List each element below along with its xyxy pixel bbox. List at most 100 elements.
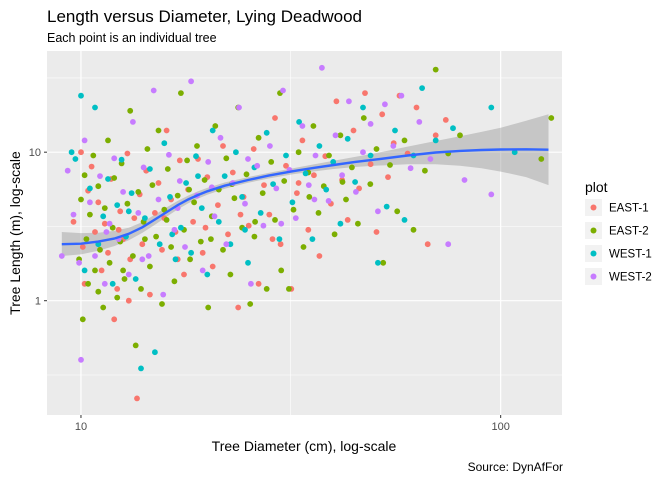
point-east-2: [349, 164, 355, 171]
point-east-1: [362, 90, 368, 96]
point-east-1: [413, 104, 420, 111]
y-tick-label: 10: [29, 147, 41, 159]
point-east-2: [132, 342, 139, 349]
point-east-2: [78, 196, 84, 203]
point-west-1: [105, 176, 111, 182]
point-east-1: [229, 169, 236, 176]
point-east-2: [315, 210, 322, 216]
point-west-1: [100, 213, 107, 220]
smooth-line-layer: [61, 148, 549, 246]
point-west-2: [280, 87, 286, 94]
point-east-1: [78, 149, 84, 156]
point-east-1: [155, 180, 162, 186]
point-west-1: [227, 241, 234, 248]
point-west-1: [392, 127, 398, 134]
point-west-2: [311, 196, 318, 203]
point-east-2: [422, 167, 428, 174]
legend-key-swatch: [590, 204, 597, 211]
point-east-1: [255, 280, 262, 287]
confidence-ribbon: [61, 114, 549, 256]
point-east-2: [191, 199, 198, 206]
point-east-1: [111, 316, 118, 323]
point-west-1: [352, 179, 358, 185]
caption: Source: DynAfFor: [468, 460, 563, 474]
point-west-1: [152, 349, 158, 356]
point-east-2: [387, 162, 393, 168]
point-west-2: [130, 119, 136, 125]
point-east-1: [125, 297, 132, 304]
point-west-1: [360, 104, 366, 111]
point-west-2: [382, 101, 388, 108]
point-east-2: [300, 244, 307, 250]
legend-label: WEST-2: [609, 272, 652, 284]
point-west-2: [87, 199, 93, 206]
point-west-2: [111, 155, 118, 162]
point-east-1: [163, 127, 170, 134]
point-east-2: [201, 177, 208, 183]
point-east-2: [331, 231, 338, 238]
point-west-2: [182, 244, 188, 250]
point-east-2: [194, 143, 200, 149]
point-west-2: [375, 208, 381, 215]
smooth-line: [61, 148, 549, 246]
point-east-2: [138, 286, 144, 292]
point-west-2: [292, 215, 299, 222]
point-west-2: [416, 119, 423, 125]
point-east-2: [135, 189, 142, 195]
point-east-1: [250, 146, 257, 152]
point-east-1: [295, 180, 302, 186]
point-east-1: [299, 137, 306, 144]
point-west-2: [155, 196, 162, 203]
point-west-1: [215, 218, 222, 225]
legend-key-swatch: [590, 250, 597, 257]
point-east-1: [147, 291, 153, 298]
point-east-1: [131, 215, 138, 222]
point-east-2: [155, 127, 162, 134]
point-west-2: [125, 271, 132, 278]
point-west-2: [273, 185, 280, 192]
point-east-2: [120, 267, 126, 274]
point-west-2: [248, 280, 254, 287]
point-east-1: [424, 241, 431, 248]
point-west-2: [76, 259, 82, 266]
point-west-1: [221, 173, 228, 180]
point-west-1: [511, 149, 518, 156]
point-east-2: [101, 205, 108, 212]
point-east-1: [70, 218, 77, 225]
point-east-2: [373, 146, 380, 152]
point-west-2: [427, 156, 434, 162]
point-east-1: [88, 163, 95, 170]
point-west-2: [278, 220, 285, 227]
point-west-2: [78, 356, 84, 363]
point-west-2: [64, 167, 71, 174]
point-west-2: [305, 182, 312, 189]
point-west-1: [156, 241, 163, 248]
point-east-1: [237, 211, 244, 218]
point-west-1: [193, 153, 199, 160]
point-east-2: [168, 244, 175, 250]
point-east-1: [95, 199, 102, 206]
point-east-2: [197, 238, 204, 245]
point-west-2: [390, 143, 397, 149]
point-west-2: [461, 177, 468, 183]
chart-title: Length versus Diameter, Lying Deadwood: [47, 7, 362, 26]
point-west-2: [145, 253, 152, 259]
y-tick-label: 1: [35, 296, 41, 308]
point-east-2: [127, 107, 134, 114]
point-east-1: [379, 111, 386, 118]
point-west-2: [106, 220, 113, 227]
point-east-2: [360, 115, 367, 121]
point-east-1: [269, 236, 276, 243]
point-west-2: [135, 210, 142, 216]
axis-ticks: 10 100 1 10: [29, 147, 510, 433]
point-west-1: [92, 104, 98, 111]
point-east-2: [164, 166, 171, 172]
point-east-2: [268, 159, 275, 165]
point-east-2: [252, 218, 258, 225]
point-east-1: [134, 395, 140, 402]
point-west-1: [128, 190, 135, 197]
x-axis-title: Tree Diameter (cm), log-scale: [212, 438, 397, 454]
point-west-1: [125, 208, 132, 215]
point-west-1: [147, 166, 153, 172]
point-east-1: [442, 117, 449, 123]
